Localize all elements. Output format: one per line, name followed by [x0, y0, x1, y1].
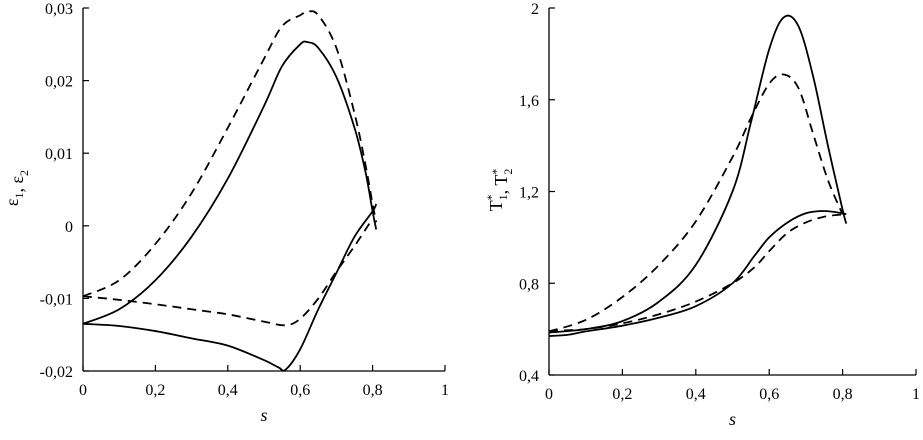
tension-y-tick-label: 1,6 — [519, 93, 539, 110]
tension-y-tick-label: 0,4 — [519, 368, 539, 385]
strain-series-0-solid — [82, 40, 378, 325]
strain-y-tick-label: 0 — [65, 219, 73, 236]
tension-series-1-dashed — [548, 73, 844, 333]
strain-x-tick-label: 0,8 — [363, 382, 383, 399]
tension-x-tick-label: 0 — [545, 386, 553, 403]
strain-x-tick-label: 1 — [441, 382, 449, 399]
strain-y-tick-label: 0,01 — [45, 146, 73, 163]
tension-x-tick-label: 0,6 — [759, 386, 779, 403]
strain-y-tick-label: -0,01 — [40, 291, 73, 308]
strain-x-tick-label: 0 — [79, 382, 87, 399]
tension-y-tick-label: 0,8 — [519, 276, 539, 293]
strain-series-2-solid — [82, 203, 378, 372]
strain-series-1-dashed — [82, 10, 378, 298]
tension-y-tick-label: 2 — [531, 1, 539, 18]
strain-y-axis-label: ε1, ε2 — [2, 170, 31, 206]
strain-x-axis-label: s — [260, 405, 267, 425]
tension-series-2-solid — [548, 210, 847, 337]
tension-x-tick-label: 0,8 — [833, 386, 853, 403]
strain-x-tick-label: 0,4 — [218, 382, 238, 399]
chart-tension: 0 0,2 0,4 0,6 0,8 1 0,4 0,8 1,2 1,6 2 s T*1, T*2 — [484, 1, 920, 429]
chart-strain: 0 0,2 0,4 0,6 0,8 1 -0,02 -0,01 0 0,01 0,02 0,03 s ε1… — [2, 1, 449, 425]
strain-y-tick-label: -0,02 — [40, 364, 73, 381]
tension-series-0-solid — [548, 14, 848, 334]
strain-y-tick-label: 0,02 — [45, 74, 73, 91]
tension-series-3-dashed — [548, 213, 843, 333]
strain-x-tick-label: 0,2 — [145, 382, 165, 399]
tension-x-axis-label: s — [729, 409, 736, 429]
strain-y-tick-label: 0,03 — [45, 1, 73, 18]
tension-y-axis-label: T*1, T*2 — [484, 169, 515, 212]
tension-x-tick-label: 0,4 — [686, 386, 706, 403]
strain-x-tick-label: 0,6 — [290, 382, 310, 399]
tension-y-tick-label: 1,2 — [519, 185, 539, 202]
tension-x-tick-label: 1 — [912, 386, 920, 403]
tension-x-tick-label: 0,2 — [612, 386, 632, 403]
strain-series-3-dashed — [82, 218, 374, 327]
